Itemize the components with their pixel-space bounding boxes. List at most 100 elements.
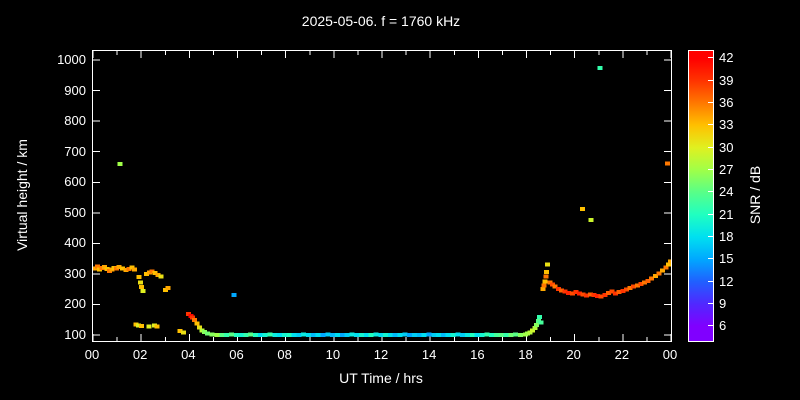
- data-point: [534, 323, 540, 328]
- data-point: [445, 332, 451, 337]
- data-point: [513, 332, 519, 337]
- colorbar-tick-mark: [708, 236, 713, 237]
- y-axis-label: Virtual height / km: [14, 139, 30, 251]
- data-point: [139, 324, 145, 328]
- data-point: [595, 293, 600, 298]
- data-point: [344, 332, 350, 337]
- data-point: [588, 218, 594, 223]
- colorbar-tick-label: 27: [719, 161, 734, 177]
- data-point: [158, 274, 164, 279]
- data-point: [569, 291, 575, 296]
- data-point: [597, 65, 603, 70]
- data-point: [119, 266, 125, 271]
- data-point: [94, 264, 100, 269]
- data-point: [649, 276, 655, 281]
- y-tick-label: 800: [64, 113, 86, 129]
- data-point: [631, 284, 637, 289]
- data-point: [116, 265, 122, 270]
- data-point: [407, 332, 413, 337]
- colorbar-tick-mark: [708, 80, 713, 81]
- data-point: [489, 332, 495, 337]
- data-point: [474, 332, 480, 337]
- data-point: [392, 332, 398, 337]
- colorbar-tick-label: 42: [719, 50, 734, 66]
- data-point: [530, 328, 535, 333]
- data-point: [330, 332, 336, 337]
- colorbar-tick-label: 21: [719, 206, 734, 222]
- data-point: [550, 282, 555, 287]
- data-point: [402, 332, 408, 337]
- data-point: [320, 332, 326, 337]
- data-point: [97, 267, 103, 272]
- data-point: [616, 290, 622, 295]
- y-tick-label: 900: [64, 82, 86, 98]
- x-tick-label: 08: [277, 347, 292, 362]
- data-point: [663, 265, 669, 270]
- data-point: [248, 332, 254, 337]
- data-point: [243, 332, 249, 337]
- colorbar-tick-label: 18: [719, 228, 734, 244]
- data-point: [117, 161, 123, 166]
- x-tick-label: 00: [662, 347, 678, 362]
- data-point: [416, 332, 422, 337]
- colorbar-tick-label: 9: [719, 295, 727, 311]
- colorbar-tick-label: 36: [719, 95, 734, 111]
- data-point: [129, 265, 135, 270]
- data-point: [383, 332, 389, 337]
- data-point: [552, 284, 558, 289]
- data-point: [537, 315, 543, 320]
- data-point: [378, 332, 384, 337]
- data-point: [368, 332, 374, 337]
- data-point: [518, 332, 523, 337]
- data-point: [544, 270, 550, 274]
- data-point: [450, 332, 456, 337]
- data-point: [666, 262, 671, 267]
- colorbar-tick-mark: [708, 281, 713, 282]
- data-point: [460, 332, 466, 337]
- colorbar-tick-label: 15: [719, 251, 734, 267]
- x-tick-label: 16: [470, 347, 485, 362]
- data-point: [363, 333, 369, 338]
- data-point: [605, 291, 611, 296]
- colorbar-tick-label: 6: [719, 318, 727, 334]
- data-point: [136, 274, 142, 279]
- data-point: [131, 267, 137, 272]
- data-point: [538, 320, 544, 325]
- data-point: [126, 267, 132, 271]
- data-point: [238, 333, 244, 338]
- colorbar-tick-mark: [708, 325, 713, 326]
- data-point: [204, 331, 210, 336]
- data-point: [146, 324, 152, 329]
- data-point: [493, 332, 499, 337]
- data-point: [146, 270, 152, 275]
- data-point: [201, 330, 207, 335]
- data-point: [209, 332, 215, 337]
- data-point: [547, 280, 553, 285]
- data-point: [296, 332, 302, 337]
- data-point: [163, 288, 169, 292]
- x-tick-label: 04: [181, 347, 196, 362]
- y-tick-label: 200: [64, 296, 86, 312]
- y-tick-label: 600: [64, 174, 86, 190]
- data-point: [149, 269, 155, 274]
- data-point: [543, 274, 549, 279]
- colorbar-tick-label: 30: [719, 139, 734, 155]
- data-point: [315, 332, 321, 337]
- x-tick-label: 00: [84, 347, 100, 362]
- data-point: [642, 280, 647, 285]
- colorbar-tick-label: 24: [719, 184, 734, 200]
- data-point: [194, 321, 200, 326]
- data-point: [573, 290, 579, 295]
- data-point: [665, 161, 671, 166]
- data-point: [479, 332, 485, 337]
- data-point: [566, 290, 572, 295]
- colorbar-tick-mark: [708, 191, 713, 192]
- colorbar-tick-mark: [708, 169, 713, 170]
- data-point: [440, 333, 446, 338]
- data-point: [359, 332, 364, 337]
- data-point: [455, 332, 461, 337]
- data-point: [257, 333, 263, 338]
- data-point: [224, 332, 230, 337]
- data-point: [214, 332, 220, 337]
- y-tick-label: 400: [64, 235, 86, 251]
